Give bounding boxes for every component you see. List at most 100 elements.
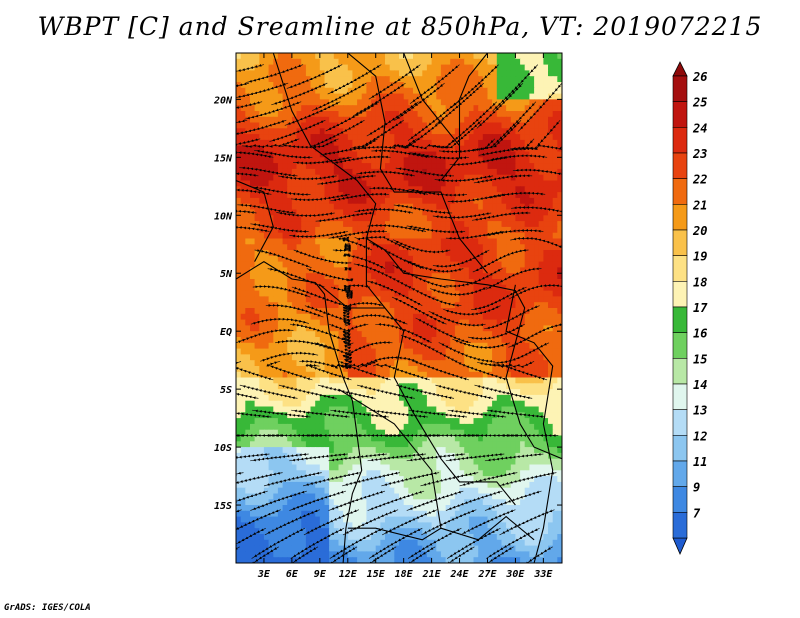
colorbar-label: 12 <box>693 429 707 443</box>
lat-tick-label: 20N <box>213 95 233 106</box>
lon-tick-label: 3E <box>257 569 271 580</box>
lon-tick-label: 24E <box>450 569 470 580</box>
colorbar-label: 25 <box>692 96 707 110</box>
latitude-axis: 20N 15N 10N 5N EQ 5S 10S 15S <box>213 95 562 512</box>
colorbar-swatch <box>672 280 688 308</box>
wbpt-field <box>236 53 562 563</box>
lat-tick-label: 5S <box>220 385 232 396</box>
lon-tick-label: 27E <box>477 569 497 580</box>
lon-tick-label: 12E <box>339 569 358 580</box>
lat-tick-label: 5N <box>220 269 233 280</box>
colorbar-top-arrow <box>672 61 688 77</box>
streamline <box>514 546 553 563</box>
colorbar-label: 11 <box>693 455 707 469</box>
grads-credit: GrADS: IGES/COLA <box>4 603 91 613</box>
colorbar-swatch <box>672 229 688 257</box>
colorbar: 26 25 24 23 22 21 20 19 18 17 16 15 14 13 12 11 9 7 <box>672 61 708 555</box>
colorbar-swatch <box>672 255 688 282</box>
lat-tick-label: EQ <box>220 327 232 338</box>
colorbar-label: 9 <box>693 481 700 495</box>
lon-tick-label: 6E <box>286 569 299 580</box>
lon-tick-label: 33E <box>533 569 553 580</box>
colorbar-swatch <box>672 460 688 488</box>
streamline <box>472 248 529 273</box>
colorbar-label: 7 <box>693 506 701 520</box>
streamline <box>342 341 393 361</box>
colorbar-swatch <box>672 204 688 231</box>
streamline <box>397 546 436 563</box>
colorbar-bottom-arrow <box>672 537 688 555</box>
colorbar-label: 22 <box>692 173 707 187</box>
colorbar-swatch <box>672 511 688 539</box>
streamline <box>484 452 544 462</box>
lon-tick-label: 9E <box>314 569 327 580</box>
longitude-axis: 3E 6E 9E 12E 15E 18E 21E 24E 27E 30E 33E <box>257 53 553 580</box>
colorbar-label: 14 <box>693 378 707 392</box>
streamline <box>237 203 296 215</box>
colorbar-swatch <box>672 152 688 180</box>
colorbar-label: 26 <box>692 70 707 84</box>
colorbar-swatch <box>672 409 688 436</box>
colorbar-swatch <box>672 357 688 385</box>
streamline <box>508 283 562 300</box>
streamline <box>260 351 319 362</box>
streamline <box>318 546 358 563</box>
colorbar-label: 21 <box>692 198 707 212</box>
streamline <box>250 317 309 325</box>
colorbar-swatch <box>672 306 688 334</box>
colorbar-swatch <box>672 127 688 154</box>
streamline <box>267 267 325 288</box>
streamline <box>240 546 279 563</box>
streamline <box>236 546 240 553</box>
streamline <box>485 267 542 290</box>
streamline <box>488 154 548 161</box>
colorbar-swatch <box>672 332 688 359</box>
streamline <box>344 267 352 271</box>
lat-tick-label: 15S <box>214 501 232 512</box>
colorbar-swatch <box>672 434 688 462</box>
colorbar-label: 18 <box>693 275 707 289</box>
streamline <box>475 546 514 563</box>
streamline <box>330 286 353 300</box>
streamline <box>436 546 475 563</box>
colorbar-label: 23 <box>692 147 707 161</box>
lat-tick-label: 15N <box>214 153 233 164</box>
streamline <box>486 409 546 419</box>
lon-tick-label: 30E <box>505 569 525 580</box>
streamline <box>511 206 562 214</box>
colorbar-label: 20 <box>692 224 707 238</box>
streamline <box>306 268 354 282</box>
streamline <box>486 191 546 199</box>
colorbar-swatch <box>672 383 688 411</box>
streamline <box>498 471 557 487</box>
colorbar-swatch <box>672 75 688 103</box>
colorbar-label: 19 <box>693 250 707 264</box>
lon-tick-label: 15E <box>367 569 386 580</box>
streamline <box>291 286 349 307</box>
streamline <box>239 166 298 178</box>
streamline <box>236 361 274 381</box>
colorbar-swatch <box>672 101 688 128</box>
streamline <box>236 328 294 344</box>
streamlines <box>236 63 562 563</box>
streamline <box>519 140 562 151</box>
lon-tick-label: 21E <box>422 569 442 580</box>
streamline <box>489 363 548 381</box>
streamline <box>474 384 533 400</box>
colorbar-swatch <box>672 178 688 205</box>
map-title: WBPT [C] and Sreamline at 850hPa, VT: 20… <box>37 12 763 41</box>
map-frame <box>235 52 563 564</box>
streamline <box>293 249 352 265</box>
streamline <box>484 490 542 511</box>
streamline <box>266 360 313 381</box>
lat-tick-label: 10N <box>214 211 233 222</box>
streamline <box>305 363 352 381</box>
colorbar-label: 16 <box>693 327 707 341</box>
colorbar-label: 17 <box>693 301 708 315</box>
colorbar-label: 15 <box>693 352 707 366</box>
colorbar-label: 24 <box>692 121 707 135</box>
streamline <box>392 264 449 289</box>
lat-tick-label: 10S <box>214 443 232 454</box>
colorbar-swatch <box>672 486 688 513</box>
